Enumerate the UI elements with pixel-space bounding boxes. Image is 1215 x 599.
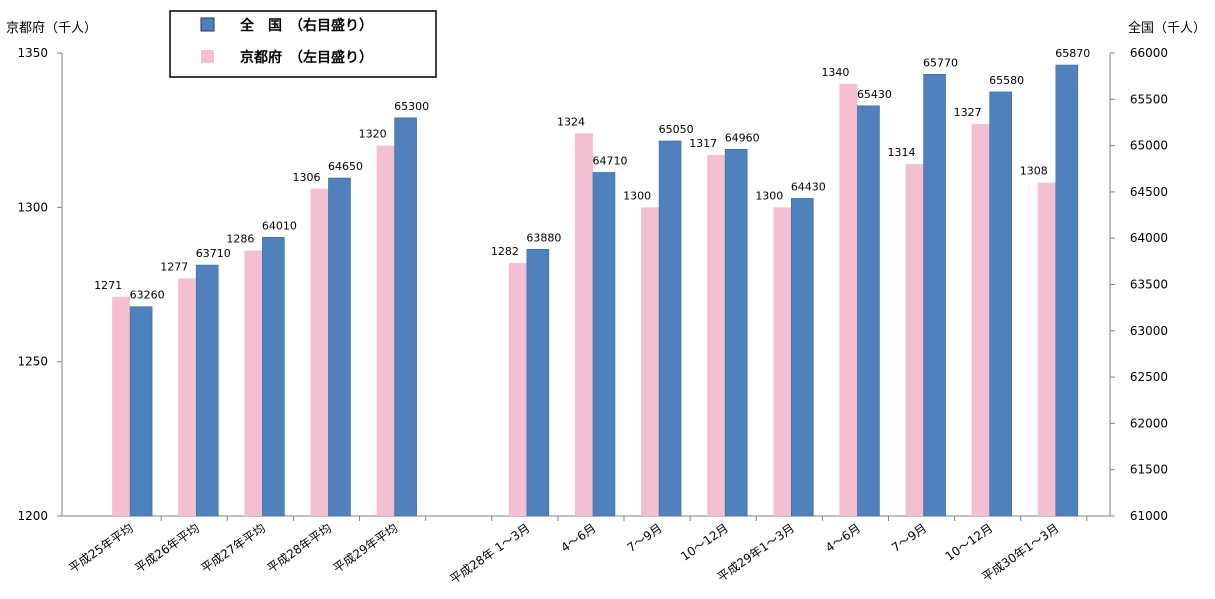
category-label: 10～12月 [678, 521, 731, 564]
data-label-kyoto: 1327 [954, 106, 982, 119]
bar-kyoto [178, 278, 197, 516]
data-label-national: 65770 [923, 56, 958, 69]
category-label: 平成26年平均 [132, 521, 202, 576]
data-label-national: 64960 [725, 131, 760, 144]
data-label-national: 64710 [592, 154, 627, 167]
data-label-kyoto: 1314 [888, 146, 916, 159]
bars [112, 64, 1079, 517]
data-label-kyoto: 1324 [557, 115, 585, 128]
data-label-kyoto: 1282 [491, 245, 519, 258]
category-label: 10～12月 [943, 521, 996, 564]
left-axis-ticks: 1200 1250 1300 1350 [17, 46, 62, 523]
legend-label-national: 全 国 （右目盛り） [239, 17, 373, 34]
bar-kyoto [707, 154, 726, 517]
category-label: 平成28年 1～3月 [447, 521, 532, 587]
bar-national [791, 198, 814, 517]
right-tick-label: 62500 [1130, 370, 1168, 384]
data-label-national: 65870 [1055, 47, 1090, 60]
data-label-kyoto: 1308 [1020, 165, 1048, 178]
data-label-national: 64650 [328, 160, 363, 173]
bar-national [394, 117, 417, 517]
data-label-national: 65050 [659, 123, 694, 136]
legend-swatch-national [200, 17, 215, 32]
bar-national [923, 73, 946, 517]
bar-kyoto [1037, 182, 1056, 516]
bar-kyoto [905, 164, 924, 516]
bar-national [262, 236, 285, 517]
bar-national [592, 172, 616, 517]
data-label-national: 65430 [857, 88, 892, 101]
data-label-national: 64010 [262, 219, 297, 232]
legend-swatch-kyoto [201, 50, 214, 63]
category-label: 7～9月 [889, 521, 929, 555]
data-label-kyoto: 1306 [292, 171, 320, 184]
category-label: 平成28年平均 [265, 521, 335, 576]
data-label-national: 63710 [196, 247, 231, 260]
data-label-national: 65580 [989, 74, 1024, 87]
data-label-national: 63260 [130, 289, 165, 302]
right-tick-label: 64000 [1130, 231, 1168, 245]
bar-national [658, 140, 682, 517]
bar-kyoto [971, 123, 990, 516]
bar-kyoto [244, 250, 263, 516]
bar-kyoto [508, 262, 527, 516]
left-tick-label: 1250 [17, 355, 48, 369]
left-tick-label: 1200 [17, 509, 48, 523]
bar-national [724, 149, 748, 517]
bar-kyoto [839, 83, 858, 516]
bar-national [989, 91, 1012, 517]
data-label-kyoto: 1317 [689, 137, 717, 150]
right-axis-ticks: 61000 61500 62000 62500 63000 63500 64000 64500… [1110, 46, 1168, 523]
data-label-national: 64430 [791, 180, 826, 193]
right-tick-label: 61000 [1130, 509, 1168, 523]
bar-national [857, 105, 880, 517]
right-tick-label: 61500 [1130, 463, 1168, 477]
data-label-kyoto: 1320 [359, 128, 387, 141]
category-label: 4～6月 [558, 521, 598, 555]
category-label: 平成25年平均 [66, 521, 136, 576]
data-label-kyoto: 1286 [226, 233, 254, 246]
left-tick-label: 1350 [17, 46, 48, 60]
right-tick-label: 65000 [1130, 139, 1168, 153]
bar-national [195, 264, 219, 517]
right-axis-unit: 全国（千人） [1128, 20, 1206, 36]
x-axis-ticks [160, 516, 1088, 521]
right-tick-label: 65500 [1130, 92, 1168, 106]
left-axis-unit: 京都府（千人） [6, 21, 97, 36]
right-tick-label: 62000 [1130, 416, 1168, 430]
bar-national [526, 249, 550, 517]
legend: 全 国 （右目盛り） 京都府 （左目盛り） [169, 10, 437, 78]
bar-kyoto [574, 133, 593, 516]
bar-kyoto [641, 207, 660, 517]
right-tick-label: 63000 [1130, 324, 1168, 338]
data-label-kyoto: 1271 [94, 279, 122, 292]
bar-kyoto [112, 296, 131, 516]
category-label: 平成27年平均 [198, 521, 268, 576]
bar-kyoto [310, 188, 329, 516]
bar-national [328, 177, 351, 517]
data-label-kyoto: 1277 [160, 260, 188, 273]
legend-label-kyoto: 京都府 （左目盛り） [240, 49, 373, 66]
bar-national [129, 306, 153, 517]
category-label: 7～9月 [625, 521, 665, 555]
category-label: 4～6月 [823, 521, 863, 555]
bar-kyoto [773, 207, 792, 517]
bar-kyoto [376, 145, 395, 516]
right-tick-label: 66000 [1130, 46, 1168, 60]
data-label-national: 65300 [394, 100, 429, 113]
bar-national [1055, 64, 1079, 517]
data-label-kyoto: 1300 [755, 189, 783, 202]
right-tick-label: 64500 [1130, 185, 1168, 199]
data-label-national: 63880 [526, 231, 561, 244]
right-tick-label: 63500 [1130, 278, 1168, 292]
left-tick-label: 1300 [17, 200, 48, 214]
category-label: 平成29年平均 [331, 521, 401, 576]
data-label-kyoto: 1300 [623, 189, 651, 202]
data-label-kyoto: 1340 [821, 66, 849, 79]
